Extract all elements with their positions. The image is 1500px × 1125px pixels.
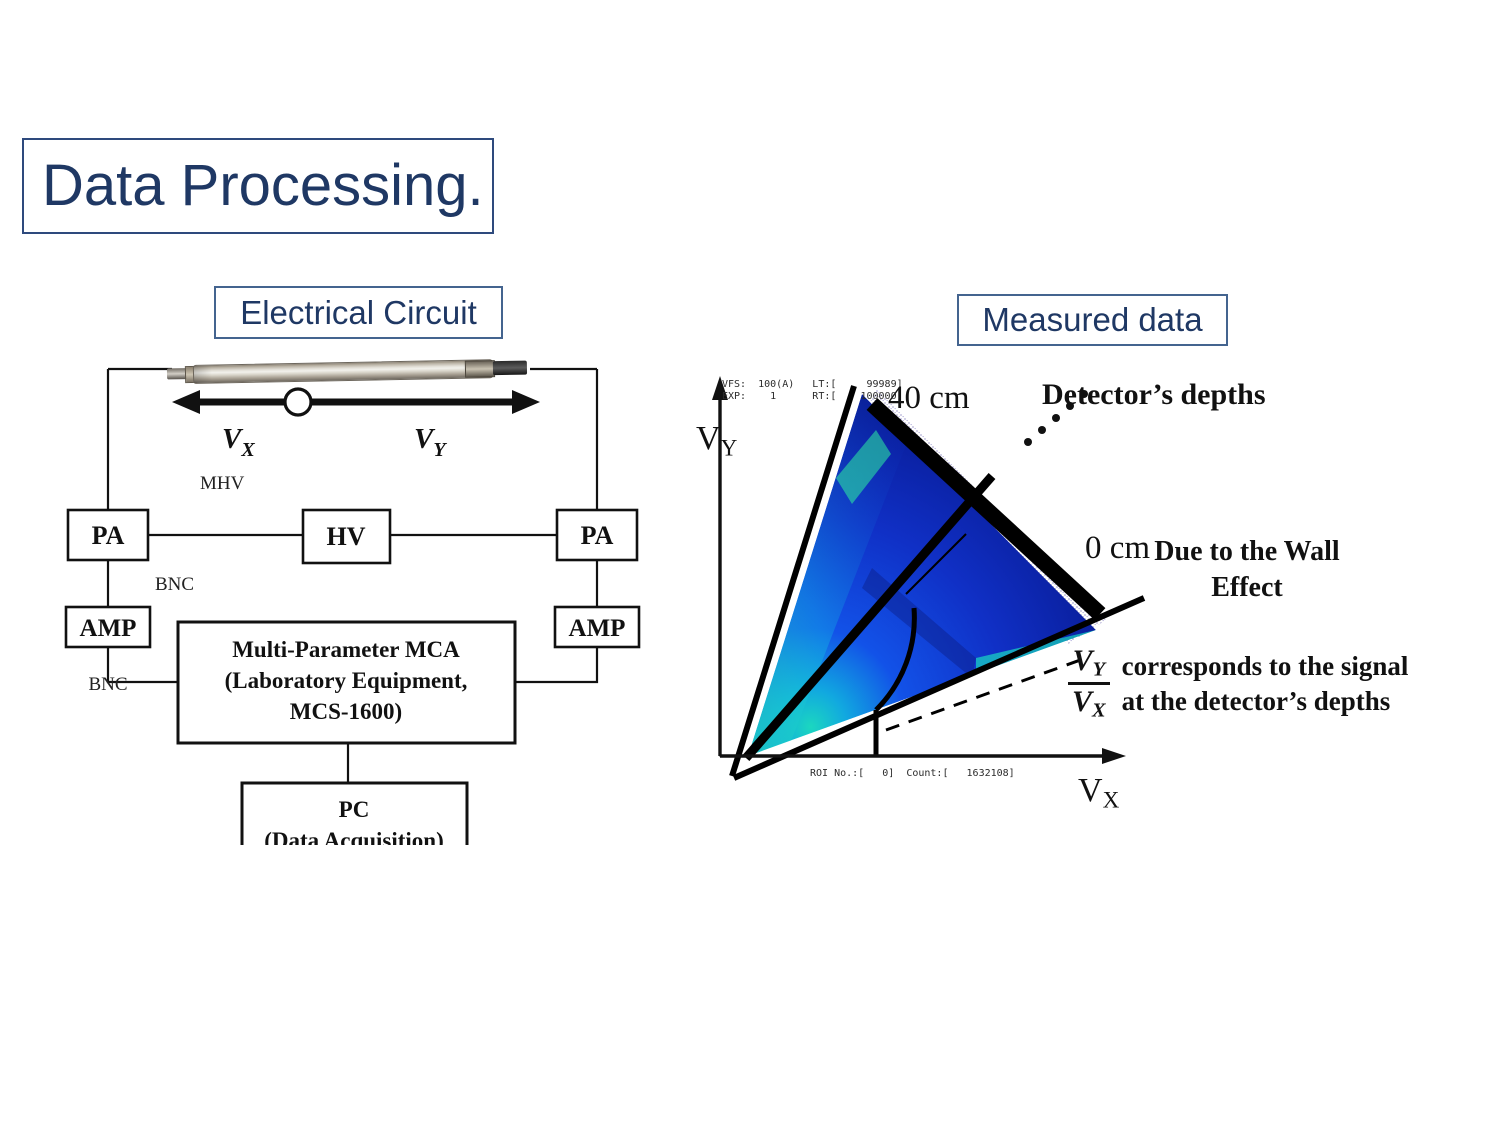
ratio-sentence-line1: corresponds to the signal (1121, 650, 1409, 681)
ratio-slope-line (742, 473, 996, 761)
circuit-wires (106, 367, 599, 783)
mca-readout-vfs-lt: VFS: 100(A) LT:[ 99989] (722, 379, 903, 390)
ratio-denominator: VX (1068, 682, 1110, 722)
ratio-numerator: VY (1072, 644, 1106, 681)
axis-label-vy: VY (696, 420, 737, 462)
circuit-box-pa-left: PA (66, 508, 150, 562)
measured-data-svg (712, 376, 1146, 781)
section-header-electrical-circuit-label: Electrical Circuit (240, 293, 477, 331)
depth-label-near: 0 cm (1085, 530, 1151, 566)
axis-label-vy-sub: Y (720, 435, 738, 462)
circuit-box-mca-line2: (Laboratory Equipment, (225, 668, 468, 693)
dashed-reference-line (885, 656, 1087, 732)
circuit-box-hv: HV (301, 508, 392, 565)
voltage-label-vx: VX (222, 423, 255, 461)
circuit-box-pc-line1: PC (339, 797, 370, 822)
axis-arrows (712, 376, 1126, 764)
mca-readout-exp-rt: EXP: 1 RT:[ 100000] (722, 391, 903, 402)
axis-label-vx-sub: X (1102, 787, 1120, 814)
voltage-label-vy-sub: Y (433, 439, 447, 461)
fan-upper-boundary-line (729, 385, 857, 777)
connector-label-mhv: MHV (200, 473, 245, 494)
voltage-label-vx-sub: X (240, 439, 255, 461)
voltage-label-vx-base: V (222, 423, 244, 455)
section-header-measured-data: Measured data (957, 294, 1228, 346)
circuit-box-pc: PC (Data Acquisition) (240, 781, 469, 845)
measured-data-plot (676, 358, 1176, 818)
annotation-ratio-explanation: VY VX corresponds to the signal at the d… (1068, 645, 1408, 722)
fan-lower-boundary-line (732, 595, 1146, 781)
connector-label-bnc-upper: BNC (155, 574, 194, 595)
axis-label-vx-base: V (1078, 772, 1103, 809)
depth-label-far: 40 cm (888, 380, 970, 416)
svg-text:VX: VX (222, 423, 255, 461)
depth-bar-tie-line (905, 533, 967, 595)
detector-connector-right (492, 360, 528, 376)
circuit-box-pa-right-label: PA (581, 521, 614, 550)
circuit-box-hv-label: HV (327, 522, 366, 551)
voltage-label-vy-base: V (414, 423, 436, 455)
detector-endcap-right (464, 360, 496, 378)
axis-label-vy-base: V (696, 420, 721, 457)
page-title: Data Processing. (22, 138, 494, 234)
page-title-text: Data Processing. (42, 153, 484, 218)
axis-label-vx: VX (1078, 772, 1119, 814)
detector-span-arrow (172, 387, 540, 417)
mca-readout-roi: ROI No.:[ 0] Count:[ 1632108] (810, 768, 1015, 779)
angle-arc (874, 607, 917, 712)
circuit-box-amp-left: AMP (64, 605, 152, 649)
detector-tube-body (192, 359, 494, 384)
svg-text:VY: VY (414, 423, 447, 461)
section-header-measured-data-label: Measured data (982, 301, 1203, 338)
mca-readout-top: VFS: 100(A) LT:[ 99989] EXP: 1 RT:[ 1000… (722, 379, 903, 403)
circuit-box-pc-line2: (Data Acquisition) (264, 828, 444, 845)
electrical-circuit-diagram: PA HV PA AMP AMP Multi-Parameter MCA (La… (60, 345, 660, 845)
annotation-detectors-depths: Detector’s depths (1042, 378, 1266, 411)
depths-leader-dots (1024, 390, 1088, 446)
circuit-box-pa-left-label: PA (92, 521, 125, 550)
voltage-label-vy: VY (414, 423, 447, 461)
annotation-wall-effect: Due to the Wall Effect (1154, 536, 1340, 603)
ratio-sentence-line2: at the detector’s depths (1121, 685, 1391, 716)
circuit-box-amp-right-label: AMP (569, 615, 626, 642)
ratio-fraction: VY VX (1068, 645, 1110, 722)
depth-scale-bar (866, 398, 1106, 620)
section-header-electrical-circuit: Electrical Circuit (214, 286, 503, 339)
connector-label-bnc-lower: BNC (88, 674, 127, 695)
circuit-svg: PA HV PA AMP AMP Multi-Parameter MCA (La… (64, 367, 641, 845)
circuit-box-amp-right: AMP (553, 605, 641, 649)
circuit-box-pa-right: PA (555, 508, 639, 562)
circuit-box-mca: Multi-Parameter MCA (Laboratory Equipmen… (176, 620, 517, 745)
ratio-sentence: corresponds to the signal at the detecto… (1122, 649, 1409, 719)
circuit-box-mca-line1: Multi-Parameter MCA (232, 637, 460, 662)
circuit-box-mca-line3: MCS-1600) (290, 699, 402, 724)
circuit-box-amp-left-label: AMP (80, 615, 137, 642)
